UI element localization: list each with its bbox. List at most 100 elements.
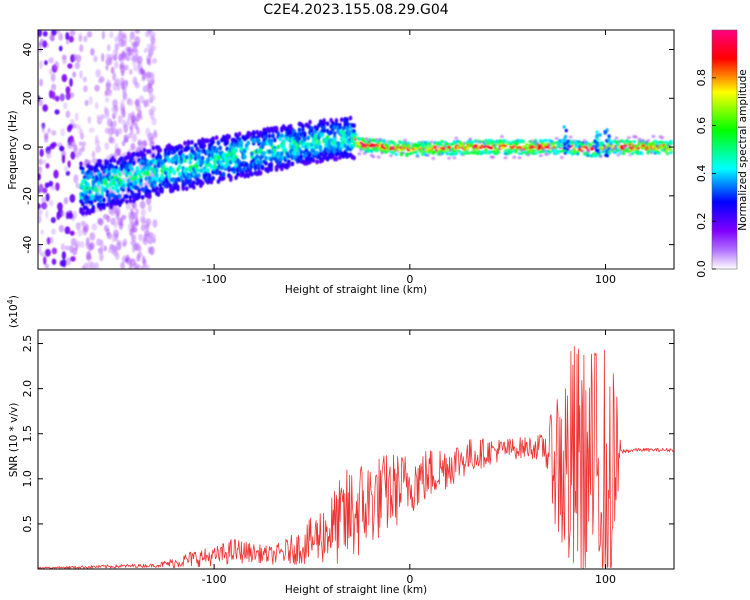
heatmap-cell <box>250 151 254 157</box>
colorbar-label: Normalized spectral amplitude <box>737 69 749 230</box>
y-tick-label: -20 <box>21 187 34 205</box>
heatmap-cell <box>109 204 113 210</box>
heatmap-cell <box>146 58 151 65</box>
heatmap-cell <box>653 151 658 155</box>
heatmap-cell <box>221 175 226 181</box>
colorbar-frame <box>711 29 738 270</box>
heatmap-cell <box>508 142 513 146</box>
heatmap-cell <box>146 30 151 35</box>
heatmap-cell <box>150 34 154 44</box>
heatmap-cell <box>611 141 615 145</box>
heatmap-cell <box>199 168 203 173</box>
heatmap-cell <box>211 169 215 175</box>
heatmap-cell <box>115 209 119 216</box>
heatmap-cell <box>102 169 106 175</box>
heatmap-cell <box>514 143 518 147</box>
heatmap-cell <box>468 137 473 141</box>
heatmap-cell <box>297 127 302 133</box>
spectrogram-y-axis-label: Frequency (Hz) <box>7 110 19 189</box>
heatmap-cell <box>325 135 330 140</box>
heatmap-cell <box>193 143 198 148</box>
heatmap-cell <box>54 109 60 115</box>
heatmap-cell <box>128 36 133 44</box>
heatmap-cell <box>280 166 284 172</box>
heatmap-cell <box>619 144 624 148</box>
heatmap-cell <box>139 200 146 209</box>
heatmap-cell <box>114 42 120 51</box>
heatmap-cell <box>65 170 71 176</box>
heatmap-cell <box>308 119 312 125</box>
heatmap-cell <box>538 139 543 142</box>
heatmap-cell <box>130 224 135 232</box>
heatmap-cell <box>375 149 379 153</box>
heatmap-cell <box>521 139 525 143</box>
y-tick-label: 2.5 <box>21 335 34 353</box>
heatmap-cell <box>144 185 149 191</box>
heatmap-cell <box>75 151 80 159</box>
heatmap-cells <box>38 30 673 269</box>
heatmap-cell <box>325 121 330 127</box>
heatmap-cell <box>605 153 609 158</box>
heatmap-cell <box>503 156 508 160</box>
heatmap-cell <box>179 149 184 155</box>
heatmap-cell <box>47 127 51 134</box>
snr-ticks: -100 0 100 0.5 1.0 1.5 2.0 2.5 <box>21 330 674 586</box>
heatmap-cell <box>119 166 124 171</box>
heatmap-cell <box>121 32 127 39</box>
heatmap-cell <box>139 178 143 183</box>
heatmap-cell <box>496 150 501 154</box>
heatmap-cell <box>88 189 92 195</box>
heatmap-cell <box>276 131 281 137</box>
snr-x-axis-label: Height of straight line (km) <box>285 584 427 596</box>
heatmap-cell <box>640 138 645 143</box>
heatmap-cell <box>371 155 376 159</box>
heatmap-cell <box>137 140 143 147</box>
heatmap-cell <box>646 150 650 154</box>
heatmap-cell <box>105 97 109 103</box>
heatmap-cell <box>61 74 68 83</box>
heatmap-cell <box>144 176 149 181</box>
heatmap-cell <box>452 156 457 160</box>
heatmap-cell <box>368 137 372 141</box>
heatmap-cell <box>466 151 471 155</box>
heatmap-cell <box>445 142 450 146</box>
heatmap-cell <box>81 209 85 215</box>
heatmap-cell <box>322 118 326 124</box>
heatmap-cell <box>131 47 138 53</box>
heatmap-cell <box>181 186 186 191</box>
heatmap-cell <box>84 194 89 200</box>
heatmap-cell <box>477 149 481 153</box>
x-tick-label: 0 <box>406 273 413 286</box>
heatmap-cell <box>40 229 44 235</box>
heatmap-cell <box>475 152 480 155</box>
heatmap-cell <box>269 161 274 167</box>
heatmap-cell <box>598 133 602 137</box>
heatmap-cell <box>200 155 205 161</box>
heatmap-cell <box>470 140 474 144</box>
heatmap-cell <box>153 164 157 169</box>
heatmap-cell <box>44 248 51 257</box>
heatmap-cell <box>595 130 599 134</box>
heatmap-cell <box>101 53 105 62</box>
heatmap-cell <box>67 212 74 220</box>
heatmap-cell <box>106 82 112 89</box>
heatmap-cell <box>264 155 268 161</box>
heatmap-cell <box>100 191 104 196</box>
heatmap-cell <box>48 68 53 75</box>
heatmap-cell <box>563 151 567 155</box>
colorbar-ticks: 0.0 0.2 0.4 0.6 0.8 <box>695 69 716 278</box>
heatmap-cell <box>86 182 90 188</box>
heatmap-cell <box>38 244 42 254</box>
heatmap-cell <box>334 121 339 127</box>
heatmap-cell <box>42 187 48 194</box>
heatmap-cell <box>67 63 73 69</box>
heatmap-cell <box>324 150 328 156</box>
heatmap-cell <box>61 54 67 60</box>
heatmap-cell <box>538 143 543 147</box>
heatmap-cell <box>130 142 136 151</box>
heatmap-cell <box>665 152 670 156</box>
heatmap-cell <box>78 35 83 42</box>
heatmap-cell <box>572 149 576 152</box>
heatmap-cell <box>540 141 545 144</box>
heatmap-cell <box>119 218 124 227</box>
